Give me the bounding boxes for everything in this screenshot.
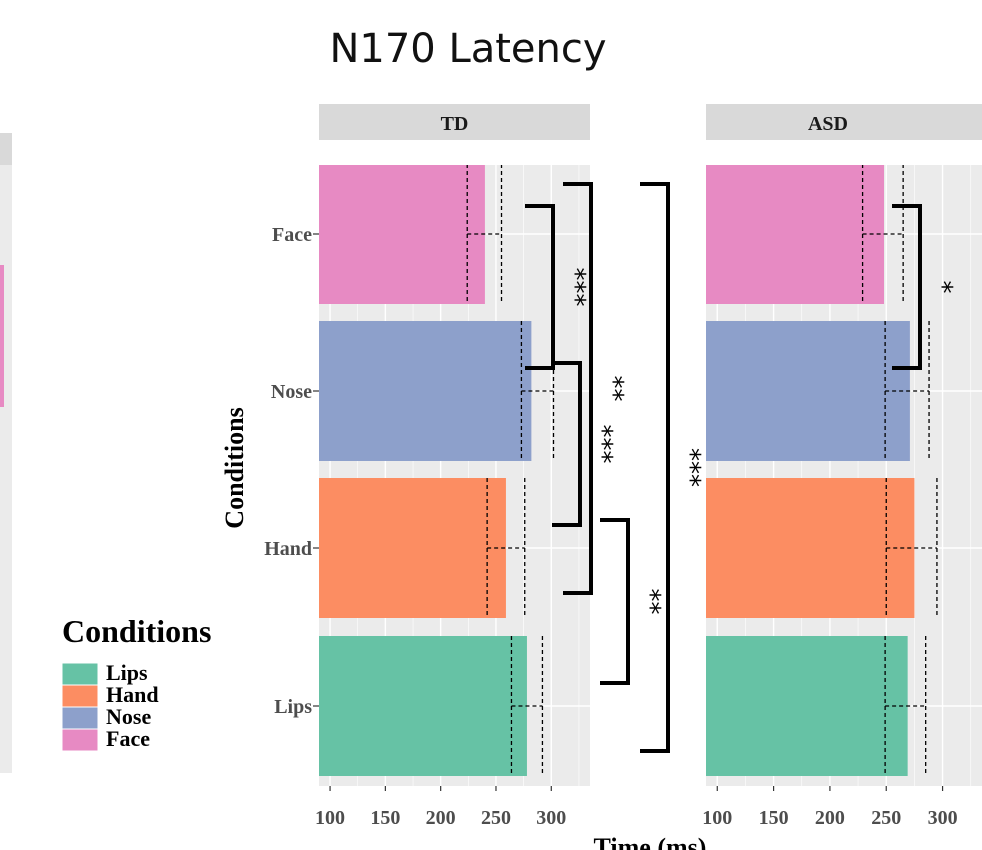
- x-tick-label: 200: [815, 807, 845, 829]
- significance-bracket: [892, 204, 922, 370]
- legend-title: Conditions: [62, 613, 211, 649]
- legend-swatch: [61, 728, 99, 752]
- panel-label: ASD: [808, 113, 848, 135]
- category-label: Hand: [264, 538, 312, 560]
- significance-stars: ***: [560, 268, 590, 307]
- legend-swatch: [61, 684, 99, 708]
- y-axis-title: Conditions: [220, 407, 249, 528]
- x-tick-label: 200: [426, 807, 456, 829]
- panel-label: TD: [441, 113, 469, 135]
- x-tick-label: 300: [536, 807, 566, 829]
- legend-label: Nose: [106, 704, 151, 729]
- bar-asd-nose: [706, 321, 910, 461]
- x-tick-label: 150: [370, 807, 400, 829]
- bars: [706, 165, 938, 776]
- significance-bracket: [525, 204, 555, 370]
- x-tick-label: 250: [871, 807, 901, 829]
- significance-stars: *: [927, 281, 957, 294]
- bar-asd-lips: [706, 636, 908, 776]
- significance-stars: **: [635, 589, 665, 615]
- significance-stars: ***: [675, 448, 705, 487]
- bars: [319, 165, 555, 776]
- panel-strip: [319, 104, 590, 140]
- x-tick-label: 100: [702, 807, 732, 829]
- cropped-panel-fragment: [0, 133, 12, 773]
- legend-label: Face: [106, 726, 150, 751]
- bar-td-hand: [319, 478, 506, 618]
- bar-td-face: [319, 165, 485, 304]
- legend-label: Lips: [106, 660, 148, 685]
- significance-bracket: [552, 361, 582, 527]
- legend-swatch: [61, 706, 99, 730]
- bar-asd-hand: [706, 478, 915, 618]
- x-tick-label: 150: [759, 807, 789, 829]
- significance-bracket: [563, 182, 593, 595]
- x-axis-title: Time (ms): [594, 833, 707, 850]
- legend-swatch: [61, 662, 99, 686]
- panel-asd: ASD 100 150 200 250 300 *: [702, 104, 982, 829]
- x-tick-label: 300: [928, 807, 958, 829]
- bar-td-lips: [319, 636, 527, 776]
- significance-brackets: *: [892, 204, 957, 370]
- chart-title: N170 Latency: [329, 26, 606, 72]
- significance-stars: **: [598, 376, 628, 402]
- panel-strip: [706, 104, 982, 140]
- bar-asd-face: [706, 165, 884, 304]
- x-tick-label: 100: [315, 807, 345, 829]
- significance-bracket: [640, 182, 670, 753]
- x-tick-label: 250: [481, 807, 511, 829]
- legend-label: Hand: [106, 682, 159, 707]
- category-label: Nose: [271, 381, 312, 403]
- category-label: Lips: [274, 696, 312, 718]
- bar-td-nose: [319, 321, 532, 461]
- category-label: Face: [272, 224, 312, 246]
- significance-brackets: *************: [525, 182, 705, 753]
- significance-bracket: [600, 518, 630, 685]
